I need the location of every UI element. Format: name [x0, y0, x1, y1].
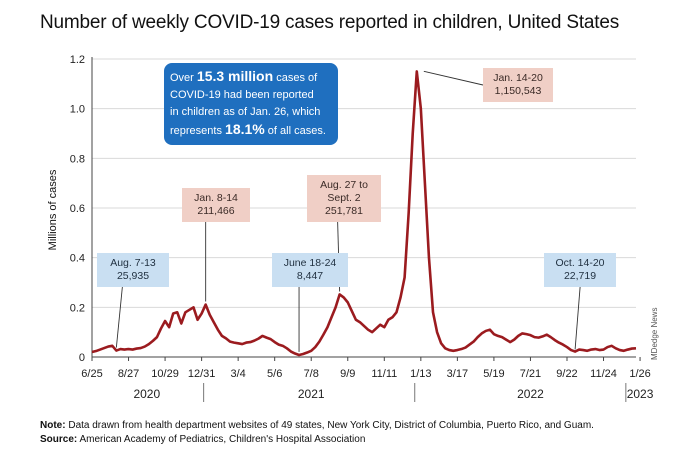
annotation-pink: Aug. 27 to Sept. 2 251,781 [307, 175, 381, 222]
credit-label: MDedge News [650, 307, 659, 360]
info-line-4: represents 18.1% of all cases. [170, 121, 326, 137]
y-tick-label: 0.4 [70, 253, 85, 265]
y-tick-label: 0 [79, 352, 85, 364]
year-label: 2022 [517, 387, 544, 401]
year-label: 2023 [627, 387, 654, 401]
x-tick-label: 12/31 [188, 368, 216, 380]
annotation-pink: Jan. 8-14 211,466 [182, 188, 250, 222]
y-tick-label: 1.2 [70, 54, 85, 66]
annotation-pointer [115, 286, 123, 348]
annotation-text: 22,719 [563, 270, 597, 282]
annotation-text: 251,781 [325, 205, 363, 217]
x-tick-label: 10/29 [151, 368, 179, 380]
note-line: Note: Data drawn from health department … [40, 420, 594, 431]
line-layer [91, 70, 637, 357]
info-line-1: Over 15.3 million cases of [170, 68, 318, 84]
y-tick-label: 0.8 [70, 153, 85, 165]
x-tick-label: 6/25 [81, 368, 102, 380]
x-tick-label: 1/26 [629, 368, 650, 380]
tick-layer: 0 0.2 0.4 0.6 0.8 1.0 1.2 6/25 8/27 10/29 12/31 3/4… [70, 54, 654, 401]
annotation-text: 25,935 [116, 270, 150, 282]
x-tick-label: 5/19 [483, 368, 504, 380]
x-tick-label: 11/11 [371, 368, 397, 380]
year-label: 2021 [298, 387, 325, 401]
annotation-pointer [574, 286, 581, 350]
info-line-2: COVID-19 had been reported [170, 89, 314, 101]
x-tick-label: 5/6 [267, 368, 282, 380]
annotation-blue: Oct. 14-20 22,719 [544, 253, 616, 287]
annotation-text: Jan. 8-14 [194, 192, 238, 204]
annotation-text: Aug. 27 to [320, 179, 368, 191]
y-axis-label: Millions of cases [47, 169, 59, 250]
series-line [91, 70, 637, 357]
x-tick-label: 1/13 [410, 368, 431, 380]
source-line: Source: American Academy of Pediatrics, … [40, 434, 366, 445]
y-tick-label: 1.0 [70, 104, 85, 116]
chart-title: Number of weekly COVID-19 cases reported… [40, 12, 620, 33]
y-tick-label: 0.6 [70, 203, 85, 215]
annotation-text: Oct. 14-20 [555, 257, 605, 269]
annotation-text: June 18-24 [283, 257, 337, 269]
annotation-text: 211,466 [197, 205, 235, 217]
x-tick-label: 9/9 [340, 368, 355, 380]
x-tick-label: 3/17 [447, 368, 468, 380]
annotation-text: Sept. 2 [327, 192, 361, 204]
annotation-text: 1,150,543 [494, 85, 542, 97]
info-line-3: in children as of Jan. 26, which [170, 106, 321, 118]
x-tick-label: 11/24 [590, 368, 617, 380]
axis-layer [91, 57, 641, 402]
annotation-pink: Jan. 14-20 1,150,543 [483, 68, 553, 102]
x-tick-label: 8/27 [118, 368, 139, 380]
annotation-blue: Aug. 7-13 25,935 [97, 253, 169, 287]
info-box: Over 15.3 million cases of COVID-19 had … [164, 63, 338, 145]
annotation-text: 8,447 [296, 270, 324, 282]
annotation-text: Aug. 7-13 [110, 257, 156, 269]
annotation-blue: June 18-24 8,447 [272, 253, 348, 287]
annotation-pointer [423, 70, 484, 86]
year-label: 2020 [133, 387, 160, 401]
x-tick-label: 3/4 [231, 368, 246, 380]
x-tick-label: 7/21 [520, 368, 541, 380]
annotation-text: Jan. 14-20 [493, 72, 543, 84]
x-tick-label: 7/8 [304, 368, 319, 380]
x-tick-label: 9/22 [556, 368, 577, 380]
y-tick-label: 0.2 [70, 302, 85, 314]
